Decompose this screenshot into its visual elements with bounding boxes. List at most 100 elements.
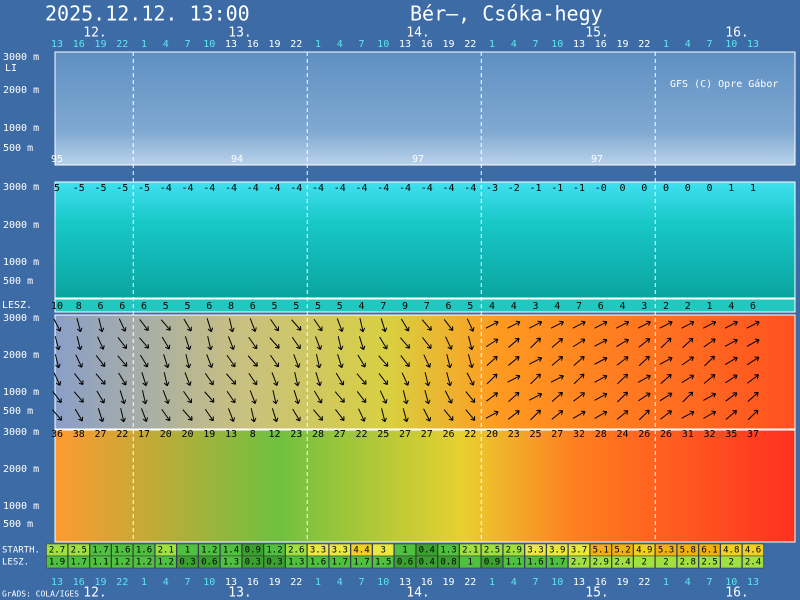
wind-arrow — [226, 390, 236, 404]
cloud-label: 97 — [412, 154, 424, 165]
wind-arrow — [400, 337, 411, 349]
wind-speed: 27 — [399, 429, 411, 440]
cell-value: 1.7 — [71, 558, 87, 568]
wind-arrow — [97, 336, 105, 350]
wind-arrow — [204, 372, 214, 386]
cell-value: 1.4 — [223, 546, 239, 556]
cloud-label: 95 — [51, 154, 63, 165]
hour-label: 22 — [116, 39, 128, 50]
lesz-value: 9 — [402, 301, 408, 312]
wind-arrow — [507, 320, 521, 329]
hour-label: 1 — [489, 577, 495, 588]
wind-arrow — [335, 372, 345, 386]
wind-arrow — [573, 392, 586, 402]
wind-arrow — [551, 337, 564, 348]
hour-label: 1 — [663, 39, 669, 50]
cell-value: 2.9 — [506, 546, 522, 556]
cell-value: 1.5 — [375, 558, 391, 568]
wind-arrow — [76, 336, 83, 351]
cell-value: 3.3 — [527, 546, 543, 556]
wind-arrow — [269, 337, 280, 349]
temperature: -4 — [334, 183, 346, 194]
wind-speed: 28 — [595, 429, 607, 440]
cell — [720, 555, 742, 569]
wind-arrow — [681, 410, 695, 419]
cell-value: 2 — [642, 558, 647, 568]
wind-arrow — [422, 337, 432, 350]
wind-arrow — [530, 373, 541, 385]
altitude-label: 1000 m — [3, 123, 39, 134]
cloud-panel — [54, 51, 796, 166]
wind-speed: 25 — [529, 429, 541, 440]
wind-arrow — [573, 373, 585, 385]
wind-arrow — [443, 319, 454, 332]
temperature: -4 — [203, 183, 215, 194]
wind-arrow — [423, 354, 431, 368]
cell-value: 1.1 — [506, 558, 522, 568]
lesz-label: LESZ. — [2, 300, 32, 311]
temperature: 0 — [619, 183, 625, 194]
cell-value: 1.2 — [136, 558, 152, 568]
cell-value: 5.1 — [593, 546, 609, 556]
cell-value: 3.9 — [549, 546, 565, 556]
hour-label: 13 — [399, 39, 411, 50]
cell-value: 2.5 — [484, 546, 500, 556]
cell-value: 3.3 — [310, 546, 326, 556]
lesz-value: 2 — [685, 301, 691, 312]
cell-value: 1.7 — [92, 546, 108, 556]
hour-label: 19 — [616, 577, 628, 588]
wind-arrow — [402, 390, 409, 405]
cell-value: 0.4 — [419, 558, 435, 568]
lesz2-label: LESZ. — [2, 558, 29, 568]
wind-arrow — [247, 355, 258, 367]
wind-arrow — [53, 372, 62, 386]
lesz-value: 6 — [250, 301, 256, 312]
hour-label: 16 — [247, 577, 259, 588]
hour-label: 10 — [725, 577, 737, 588]
wind-arrow — [139, 337, 150, 349]
wind-arrow — [118, 318, 127, 332]
cell — [263, 555, 286, 569]
wind-speed: 23 — [290, 429, 302, 440]
wind-arrow — [204, 408, 214, 422]
hour-label: 4 — [685, 39, 691, 50]
wind-arrow — [659, 320, 673, 329]
wind-arrow — [594, 374, 608, 383]
day-label: 14. — [406, 586, 429, 600]
wind-arrow — [594, 320, 608, 329]
cell — [568, 555, 590, 569]
hour-label: 10 — [377, 577, 389, 588]
temperature: -1 — [573, 183, 585, 194]
wind-arrow — [551, 391, 563, 403]
wind-arrow — [659, 356, 673, 365]
hour-label: 22 — [638, 577, 650, 588]
temperature: -4 — [160, 183, 172, 194]
hour-label: 4 — [511, 39, 517, 50]
hour-label: 4 — [337, 577, 343, 588]
wind-arrow — [486, 355, 498, 367]
wind-arrow — [703, 338, 716, 348]
wind-speed: 35 — [725, 429, 737, 440]
wind-arrow — [226, 354, 236, 368]
cell-value: 2.7 — [571, 558, 587, 568]
wind-speed: 22 — [355, 429, 367, 440]
wind-arrow — [160, 319, 171, 331]
wind-arrow — [315, 354, 322, 369]
wind-arrow — [444, 390, 453, 404]
wind-arrow — [616, 338, 629, 347]
wind-arrow — [660, 373, 672, 385]
lesz-value: 6 — [206, 301, 212, 312]
altitude-label: 500 m — [3, 276, 33, 287]
lesz-value: 6 — [598, 301, 604, 312]
wind-arrow — [466, 372, 475, 386]
wind-arrow — [659, 392, 673, 402]
lesz-value: 5 — [293, 301, 299, 312]
wind-speed: 31 — [682, 429, 694, 440]
cell — [220, 555, 242, 569]
hour-label: 10 — [203, 39, 215, 50]
cell-value: 2.5 — [701, 558, 717, 568]
wind-arrow — [53, 318, 62, 332]
wind-arrow — [73, 391, 84, 403]
cell-value: 3.3 — [332, 546, 348, 556]
